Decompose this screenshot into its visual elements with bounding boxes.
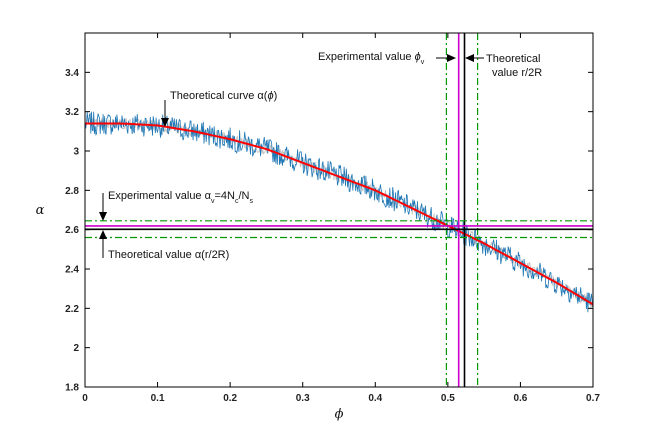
x-tick-label: 0.4 [368,393,382,404]
plot-background [85,33,593,387]
theoretical-curve [85,122,594,306]
annotation-text: Theoretical curve α(ϕ) [170,90,277,102]
y-tick-label: 3 [73,147,79,158]
annotation-text: Experimental value ϕv [318,51,425,66]
y-axis-ticks: 1.8 2 2.2 2.4 2.6 2.8 3 3.2 3.4 [65,68,593,394]
annotation-theoretical-r2r: Theoretical value r/2R [465,53,542,79]
annotation-text-line1: Theoretical [486,53,540,65]
x-tick-label: 0.2 [223,393,237,404]
y-tick-label: 3.2 [65,107,79,118]
x-tick-label: 0.6 [513,393,527,404]
annotation-arrowhead [161,118,169,127]
y-tick-label: 2.4 [65,265,79,276]
y-axis-label: α [36,203,45,218]
annotation-arrowhead [447,54,456,62]
x-axis-ticks: 0 0.1 0.2 0.3 0.4 0.5 0.6 0.7 [82,33,600,404]
y-tick-label: 2.6 [65,225,79,236]
y-tick-label: 1.8 [65,383,79,394]
plot-frame [84,32,594,388]
y-tick-label: 3.4 [65,68,79,79]
annotation-theoretical-alpha: Theoretical value α(r/2R) [99,230,229,261]
reference-lines [85,33,593,387]
x-tick-label: 0.5 [441,393,455,404]
y-tick-label: 2.8 [65,186,79,197]
x-tick-label: 0.1 [151,393,165,404]
annotation-theoretical-curve: Theoretical curve α(ϕ) [161,90,277,127]
annotation-text: Experimental value αv=4Nc/Ns [108,190,253,205]
x-tick-label: 0.3 [296,393,310,404]
annotation-experimental-phi: Experimental value ϕv [318,51,456,66]
annotation-arrowhead [99,212,107,221]
y-tick-label: 2 [73,343,79,354]
x-tick-label: 0 [82,393,88,404]
annotation-arrowhead [99,230,107,239]
series-line-0 [84,111,594,313]
annotation-arrowhead [465,54,474,62]
annotation-experimental-alpha: Experimental value αv=4Nc/Ns [99,190,253,221]
x-axis-label: ϕ [335,407,344,422]
annotation-text-line2: value r/2R [492,67,542,79]
noise-series-blue [84,111,594,313]
series-line-2 [85,122,594,306]
x-tick-label: 0.7 [586,393,600,404]
annotation-text: Theoretical value α(r/2R) [108,249,229,261]
y-tick-label: 2.2 [65,304,79,315]
